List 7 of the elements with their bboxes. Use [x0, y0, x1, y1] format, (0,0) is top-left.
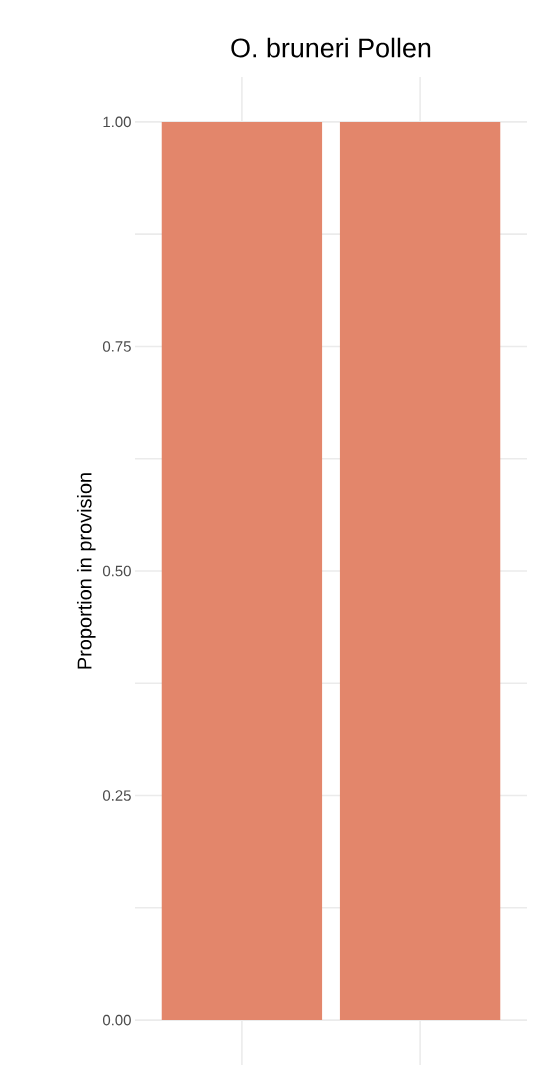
y-tick-label: 1.00: [103, 116, 131, 128]
y-tick-label: 0.25: [102, 790, 131, 801]
y-tick-label: 0.00: [102, 1014, 131, 1026]
chart-title: O. bruneri Pollen: [231, 37, 431, 58]
y-tick-label: 0.75: [102, 341, 131, 352]
y-axis-title: Proportion in provision: [76, 473, 96, 669]
y-tick-label: 0.50: [102, 565, 131, 577]
